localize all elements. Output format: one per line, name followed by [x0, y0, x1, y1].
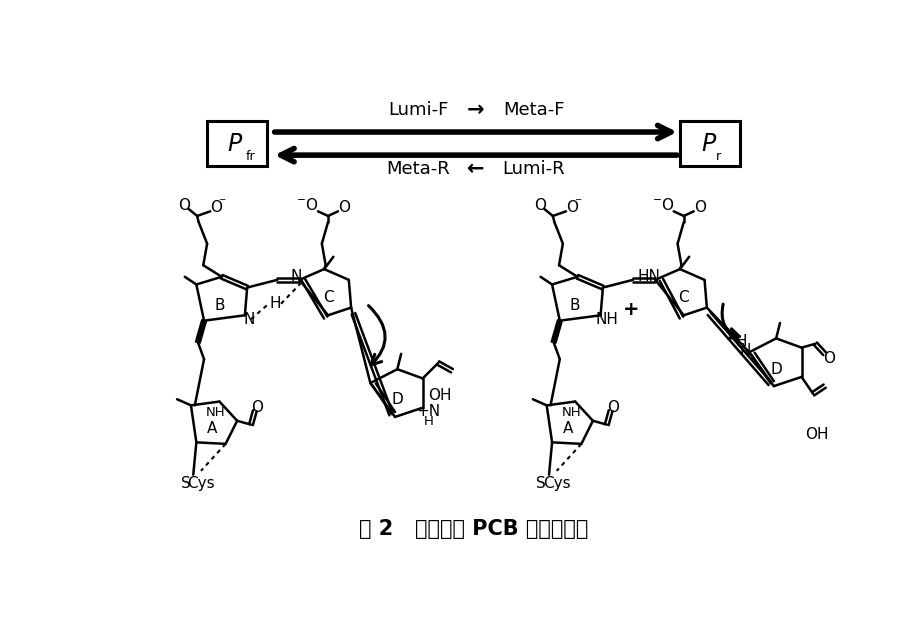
Text: $^{-}$O: $^{-}$O	[651, 197, 675, 213]
Text: H: H	[736, 334, 748, 349]
Text: ←: ←	[468, 159, 484, 179]
Text: $^{-}$: $^{-}$	[574, 196, 582, 209]
Text: HN: HN	[638, 269, 661, 284]
Text: B: B	[214, 298, 225, 313]
Text: Lumi-F: Lumi-F	[388, 102, 448, 119]
Text: O: O	[211, 200, 223, 215]
Text: 图 2   光敏色素 PCB 的构象变化: 图 2 光敏色素 PCB 的构象变化	[359, 519, 589, 539]
Text: B: B	[570, 298, 580, 313]
Text: O: O	[694, 200, 706, 215]
Text: D: D	[771, 361, 782, 377]
Text: A: A	[207, 421, 218, 436]
Text: O: O	[178, 197, 190, 213]
Text: OH: OH	[805, 427, 829, 442]
Text: N: N	[291, 269, 302, 284]
Text: P: P	[227, 132, 242, 155]
Text: O: O	[607, 400, 619, 415]
Text: C: C	[322, 290, 334, 305]
Text: O: O	[251, 400, 263, 415]
Text: H: H	[424, 415, 434, 428]
Text: fr: fr	[246, 150, 255, 163]
Text: Lumi-R: Lumi-R	[503, 160, 565, 178]
FancyArrowPatch shape	[369, 306, 385, 365]
Text: Meta-F: Meta-F	[503, 102, 565, 119]
Text: NH: NH	[562, 406, 581, 419]
Text: +N: +N	[417, 404, 441, 419]
Text: OH: OH	[428, 388, 452, 403]
Text: S: S	[537, 477, 546, 491]
Text: O: O	[338, 200, 350, 215]
Text: H: H	[269, 297, 281, 311]
FancyArrowPatch shape	[722, 304, 739, 339]
Text: Cys: Cys	[188, 477, 214, 491]
Text: +: +	[623, 300, 639, 319]
Text: A: A	[563, 421, 574, 436]
Bar	[207, 121, 267, 166]
Text: D: D	[392, 392, 403, 407]
Text: O: O	[823, 351, 835, 366]
Text: P: P	[701, 132, 715, 155]
Text: $^{-}$: $^{-}$	[218, 196, 226, 209]
Text: $^{-}$O: $^{-}$O	[296, 197, 319, 213]
Text: →: →	[468, 100, 484, 121]
Text: NH: NH	[206, 406, 225, 419]
Text: Cys: Cys	[543, 477, 570, 491]
Text: N: N	[243, 311, 254, 327]
Text: S: S	[181, 477, 190, 491]
Text: Meta-R: Meta-R	[386, 160, 450, 178]
Bar	[680, 121, 740, 166]
Text: N: N	[740, 343, 751, 358]
Text: r: r	[716, 150, 722, 163]
Text: NH: NH	[595, 311, 618, 327]
Text: C: C	[678, 290, 689, 305]
Text: O: O	[566, 200, 578, 215]
Text: O: O	[534, 197, 546, 213]
